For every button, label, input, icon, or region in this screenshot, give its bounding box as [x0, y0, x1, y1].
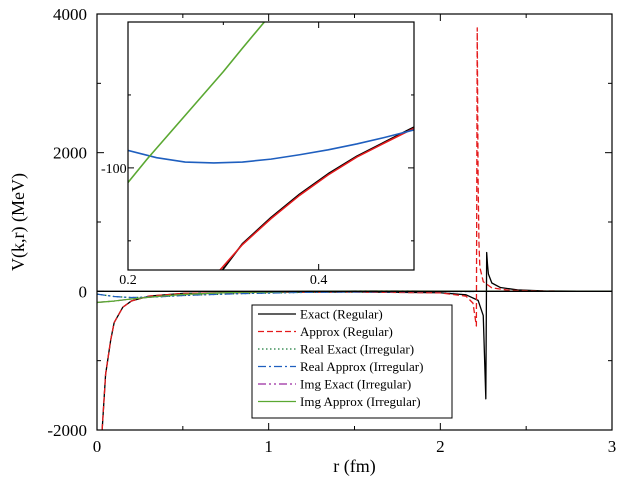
x-axis-title: r (fm)	[333, 456, 375, 477]
x-tick-label: 2	[436, 437, 445, 456]
legend-label: Img Exact (Irregular)	[300, 377, 411, 392]
y-tick-label: 0	[79, 282, 88, 301]
legend-label: Img Approx (Irregular)	[300, 394, 421, 409]
series-line-5	[97, 291, 612, 302]
y-tick-label: 2000	[53, 144, 87, 163]
inset-x-tick-label: 0.2	[119, 273, 137, 288]
y-tick-label: 4000	[53, 5, 87, 24]
legend: Exact (Regular) Approx (Regular) Real Exac…	[252, 305, 452, 418]
legend-label: Real Exact (Irregular)	[300, 342, 414, 357]
legend-label: Real Approx (Irregular)	[300, 359, 423, 374]
legend-label: Approx (Regular)	[300, 324, 393, 339]
inset-chart: 0.2 0.4 -100	[101, 22, 414, 288]
y-axis-title: V(k,r) (MeV)	[8, 173, 29, 271]
x-tick-label: 3	[608, 437, 617, 456]
inset-y-tick-label: -100	[101, 162, 127, 177]
legend-label: Exact (Regular)	[300, 307, 383, 322]
series-line-6	[97, 291, 612, 302]
inset-x-tick-label: 0.4	[310, 273, 328, 288]
y-tick-label: -2000	[47, 421, 87, 440]
x-tick-label: 0	[93, 437, 102, 456]
inset-background	[128, 22, 414, 270]
x-tick-label: 1	[264, 437, 273, 456]
